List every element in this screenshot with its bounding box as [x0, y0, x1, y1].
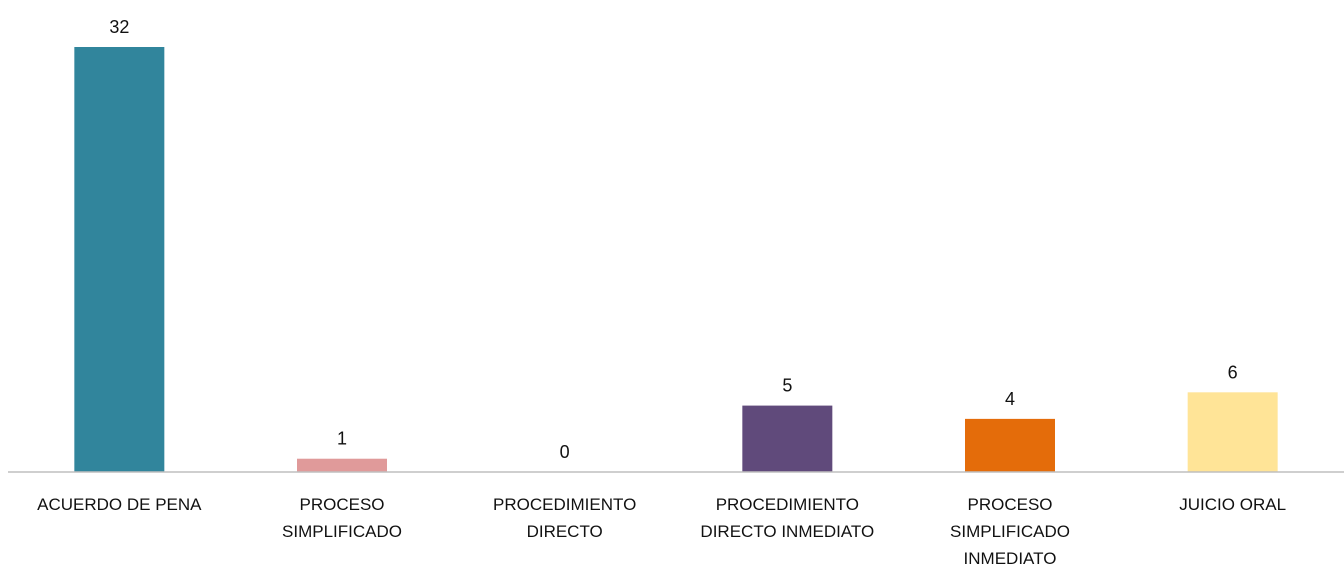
bar-1 — [297, 458, 387, 472]
category-label-3: PROCEDIMIENTO DIRECTO INMEDIATO — [700, 495, 874, 541]
bar-3 — [742, 405, 833, 472]
category-label-line: JUICIO ORAL — [1179, 495, 1286, 514]
bars-group — [74, 47, 1278, 472]
category-label-line: DIRECTO — [527, 522, 603, 541]
category-labels-group: ACUERDO DE PENA PROCESO SIMPLIFICADO PROCED… — [37, 495, 1286, 568]
category-label-4: PROCESO SIMPLIFICADO INMEDIATO — [950, 495, 1070, 568]
value-labels-group: 32 1 0 5 4 6 — [109, 17, 1237, 462]
category-label-line: PROCEDIMIENTO — [716, 495, 859, 514]
category-label-line: ACUERDO DE PENA — [37, 495, 202, 514]
value-label-4: 4 — [1005, 389, 1015, 409]
category-label-line: SIMPLIFICADO — [950, 522, 1070, 541]
bar-0 — [74, 47, 165, 472]
category-label-line: SIMPLIFICADO — [282, 522, 402, 541]
value-label-5: 6 — [1228, 362, 1238, 382]
category-label-5: JUICIO ORAL — [1179, 495, 1286, 514]
category-label-line: INMEDIATO — [964, 549, 1057, 568]
value-label-2: 0 — [560, 442, 570, 462]
category-label-line: PROCESO — [967, 495, 1052, 514]
category-label-line: PROCEDIMIENTO — [493, 495, 636, 514]
category-label-0: ACUERDO DE PENA — [37, 495, 202, 514]
value-label-3: 5 — [782, 376, 792, 396]
category-label-2: PROCEDIMIENTO DIRECTO — [493, 495, 636, 541]
value-label-0: 32 — [109, 17, 129, 37]
bar-5 — [1187, 392, 1278, 472]
category-label-1: PROCESO SIMPLIFICADO — [282, 495, 402, 541]
bar-4 — [965, 418, 1055, 472]
value-label-1: 1 — [337, 429, 347, 449]
category-label-line: PROCESO — [299, 495, 384, 514]
category-label-line: DIRECTO INMEDIATO — [700, 522, 874, 541]
